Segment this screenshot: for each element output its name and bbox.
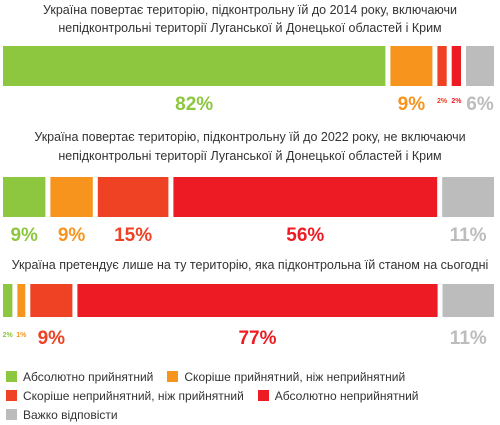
- legend-label: Абсолютно неприйнятний: [274, 389, 419, 403]
- data-label: 82%: [175, 94, 213, 115]
- data-label: 2%: [3, 332, 14, 339]
- data-label: 1%: [16, 332, 27, 339]
- data-label: 77%: [238, 328, 276, 349]
- bar-segment: [173, 177, 438, 217]
- bar-segment: [442, 177, 494, 217]
- legend-label: Скоріше прийнятний, ніж неприйнятний: [184, 370, 406, 384]
- chart-title-line: непідконтрольні території Луганської й Д…: [58, 149, 441, 163]
- chart-legend: Абсолютно прийнятний Скоріше прийнятний, …: [6, 368, 498, 425]
- bar-segment: [17, 284, 26, 317]
- data-label: 9%: [38, 328, 66, 349]
- data-label: 6%: [466, 94, 494, 115]
- bar-segment: [3, 177, 46, 217]
- data-label: 9%: [398, 94, 426, 115]
- bar-segment: [466, 46, 494, 86]
- legend-swatch: [6, 409, 17, 420]
- data-label: 11%: [450, 328, 487, 349]
- legend-label: Важко відповісти: [23, 408, 118, 422]
- chart-title-line: Україна претендує лише на ту територію, …: [12, 258, 489, 272]
- legend-item-rather-acceptable: Скоріше прийнятний, ніж неприйнятний: [167, 370, 405, 384]
- chart-panel: Україна повертає територію, підконтрольн…: [3, 3, 494, 115]
- legend-swatch: [257, 390, 269, 401]
- legend-item-abs-unacceptable: Абсолютно неприйнятний: [257, 389, 419, 403]
- legend-label: Скоріше неприйнятний, ніж прийнятний: [23, 389, 244, 403]
- chart-panel: Україна повертає територію, підконтрольн…: [3, 130, 494, 246]
- data-label: 56%: [286, 225, 324, 246]
- stacked-bar-chart: Україна повертає територію, підконтрольн…: [3, 3, 494, 349]
- legend-swatch: [6, 371, 17, 382]
- legend-swatch: [6, 390, 17, 401]
- bar-segment: [3, 284, 13, 317]
- bar-segment: [30, 284, 73, 317]
- bar-segment: [77, 284, 438, 317]
- chart-title-line: непідконтрольні території Луганської й Д…: [58, 21, 441, 35]
- legend-item-hard-to-say: Важко відповісти: [6, 408, 118, 422]
- bar-segment: [97, 177, 169, 217]
- data-label: 15%: [114, 225, 152, 246]
- data-label: 11%: [450, 225, 487, 246]
- bar-segment: [451, 46, 461, 86]
- bar-segment: [437, 46, 447, 86]
- data-label: 2%: [437, 98, 448, 105]
- bar-segment: [50, 177, 93, 217]
- legend-label: Абсолютно прийнятний: [23, 370, 154, 384]
- chart-panel: Україна претендує лише на ту територію, …: [3, 258, 494, 349]
- chart-title-line: Україна повертає територію, підконтрольн…: [34, 130, 465, 144]
- legend-swatch: [167, 371, 179, 382]
- bar-segment: [3, 46, 386, 86]
- chart-title-line: Україна повертає територію, підконтрольн…: [43, 3, 457, 17]
- legend-item-abs-acceptable: Абсолютно прийнятний: [6, 370, 153, 384]
- legend-item-rather-unacceptable: Скоріше неприйнятний, ніж прийнятний: [6, 389, 244, 403]
- bar-segment: [390, 46, 433, 86]
- data-label: 9%: [58, 225, 86, 246]
- data-label: 2%: [451, 98, 462, 105]
- data-label: 9%: [10, 225, 38, 246]
- bar-segment: [442, 284, 494, 317]
